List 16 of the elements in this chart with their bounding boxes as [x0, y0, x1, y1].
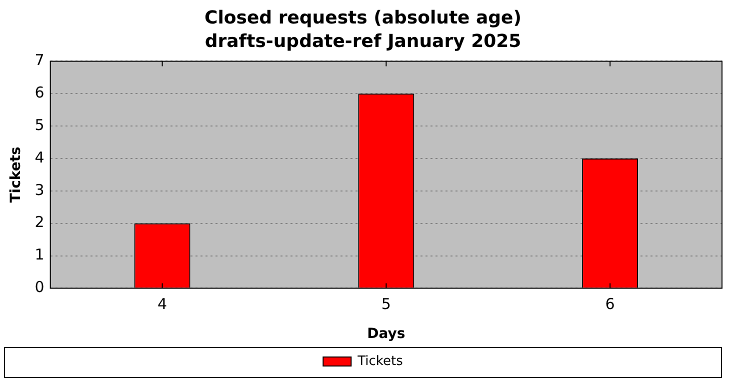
x-tick-label: 5: [381, 295, 391, 314]
y-tick-label: 0: [34, 278, 44, 296]
x-tick-label: 6: [605, 295, 615, 314]
chart-subtitle: drafts-update-ref January 2025: [204, 31, 522, 52]
legend-label: Tickets: [356, 354, 404, 369]
x-tick-label: 4: [158, 295, 168, 314]
y-tick-label: 2: [34, 213, 44, 232]
y-axis-title: Tickets: [8, 146, 24, 203]
y-tick-label: 4: [34, 148, 44, 166]
y-tick-label: 6: [34, 84, 44, 102]
x-axis-title: Days: [367, 326, 406, 342]
y-tick-label: 5: [34, 116, 44, 134]
y-tick-label: 7: [34, 51, 44, 70]
y-tick-label: 3: [34, 180, 44, 199]
y-tick-label: 1: [34, 246, 44, 264]
chart-title: Closed requests (absolute age): [204, 7, 522, 28]
